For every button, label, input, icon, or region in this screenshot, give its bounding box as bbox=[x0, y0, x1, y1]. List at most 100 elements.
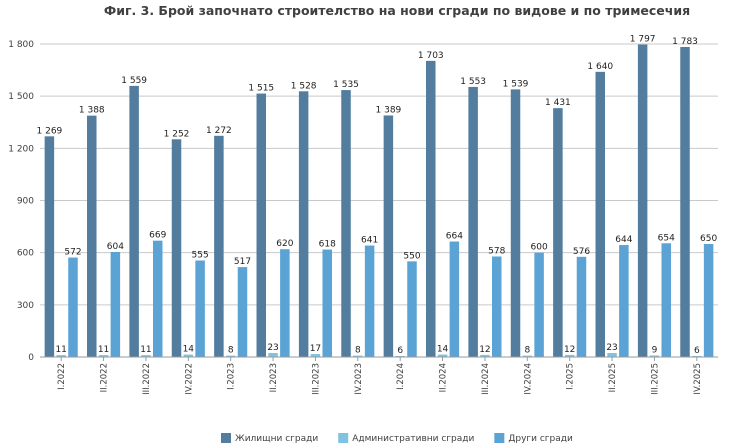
bar bbox=[129, 85, 139, 357]
x-tick-label: I.2025 bbox=[566, 363, 576, 390]
y-tick-label: 300 bbox=[17, 301, 34, 311]
data-label: 8 bbox=[355, 346, 361, 356]
data-label: 576 bbox=[573, 247, 590, 257]
data-label: 8 bbox=[228, 346, 234, 356]
bar bbox=[322, 249, 332, 357]
bar bbox=[680, 46, 690, 357]
data-label: 1 539 bbox=[503, 79, 529, 89]
bar bbox=[703, 243, 714, 357]
bar bbox=[480, 354, 490, 357]
bar bbox=[576, 256, 587, 357]
bar bbox=[692, 355, 702, 357]
bar bbox=[449, 241, 460, 357]
data-label: 8 bbox=[524, 346, 530, 356]
data-label: 1 640 bbox=[587, 62, 613, 72]
x-tick-label: III.2022 bbox=[142, 363, 152, 395]
bar bbox=[595, 71, 606, 358]
data-label: 578 bbox=[488, 246, 505, 256]
data-label: 600 bbox=[531, 243, 548, 253]
data-label: 1 797 bbox=[630, 35, 656, 45]
data-label: 1 783 bbox=[672, 37, 698, 47]
data-label: 669 bbox=[149, 231, 166, 241]
chart-title: Фиг. 3. Брой започнато строителство на н… bbox=[104, 3, 690, 18]
x-tick-label: IV.2025 bbox=[693, 363, 703, 395]
data-label: 620 bbox=[276, 239, 293, 249]
bar bbox=[353, 355, 363, 357]
x-tick-label: II.2025 bbox=[608, 363, 618, 392]
data-label: 11 bbox=[98, 345, 109, 355]
data-label: 641 bbox=[361, 236, 378, 246]
bars bbox=[44, 44, 714, 358]
legend-label: Жилищни сгради bbox=[235, 434, 318, 444]
data-label: 14 bbox=[183, 345, 195, 355]
bar bbox=[522, 355, 533, 357]
data-label: 644 bbox=[615, 235, 632, 245]
data-label: 618 bbox=[319, 240, 336, 250]
bar bbox=[98, 355, 109, 357]
x-tick-label: I.2022 bbox=[57, 363, 67, 390]
bar bbox=[437, 354, 448, 357]
bar bbox=[468, 86, 478, 357]
data-label: 14 bbox=[437, 345, 449, 355]
data-label: 555 bbox=[192, 250, 209, 260]
x-tick-label: II.2022 bbox=[100, 363, 110, 392]
bar bbox=[298, 91, 309, 357]
bar bbox=[195, 260, 205, 357]
x-tick-label: III.2024 bbox=[481, 363, 491, 395]
data-label: 650 bbox=[700, 234, 717, 244]
bar bbox=[171, 139, 182, 357]
data-label: 664 bbox=[446, 232, 463, 242]
x-tick-label: I.2023 bbox=[227, 363, 237, 390]
x-tick-label: III.2025 bbox=[650, 363, 660, 395]
bar bbox=[310, 354, 321, 357]
bar bbox=[183, 354, 194, 357]
y-tick-label: 1 200 bbox=[8, 144, 34, 154]
data-label: 9 bbox=[652, 345, 658, 355]
x-tick-label: IV.2023 bbox=[354, 363, 364, 395]
data-label: 23 bbox=[267, 343, 278, 353]
data-label: 6 bbox=[397, 346, 403, 356]
data-label: 550 bbox=[403, 251, 420, 261]
data-label: 1 388 bbox=[79, 106, 105, 116]
bar bbox=[225, 355, 236, 357]
bar bbox=[280, 249, 290, 357]
data-label: 11 bbox=[140, 345, 151, 355]
data-label: 572 bbox=[64, 248, 81, 258]
data-label: 1 515 bbox=[248, 84, 274, 94]
bar bbox=[341, 90, 351, 357]
bar bbox=[395, 355, 405, 357]
legend-swatch bbox=[221, 433, 231, 443]
data-label: 1 535 bbox=[333, 80, 359, 90]
data-label: 517 bbox=[234, 257, 251, 267]
x-tick-label: IV.2024 bbox=[523, 363, 533, 395]
bar bbox=[383, 115, 394, 358]
data-label: 1 389 bbox=[376, 105, 402, 115]
bar bbox=[44, 136, 55, 357]
bar bbox=[637, 44, 648, 357]
bar bbox=[141, 355, 151, 357]
x-tick-label: II.2024 bbox=[439, 363, 449, 392]
bar bbox=[534, 252, 544, 357]
data-label: 1 559 bbox=[121, 76, 147, 86]
y-tick-label: 900 bbox=[17, 197, 34, 207]
bar bbox=[510, 89, 521, 357]
bar bbox=[364, 245, 375, 357]
bar bbox=[491, 256, 502, 357]
y-tick-label: 1 800 bbox=[8, 40, 34, 50]
legend-swatch bbox=[338, 433, 349, 443]
data-label: 23 bbox=[606, 343, 617, 353]
bar bbox=[553, 108, 563, 357]
bar bbox=[87, 115, 97, 358]
data-label: 1 269 bbox=[37, 126, 63, 136]
x-axis-ticks: I.2022 II.2022 III.2022 IV.2022 I.2023 II.202… bbox=[57, 357, 703, 395]
data-label: 12 bbox=[564, 345, 575, 355]
y-tick-label: 0 bbox=[28, 353, 34, 363]
legend-label: Административни сгради bbox=[352, 434, 474, 444]
legend-label: Други сгради bbox=[508, 434, 573, 444]
bar bbox=[56, 355, 66, 357]
bar bbox=[256, 93, 267, 357]
bar bbox=[426, 60, 436, 358]
bar bbox=[237, 267, 248, 357]
